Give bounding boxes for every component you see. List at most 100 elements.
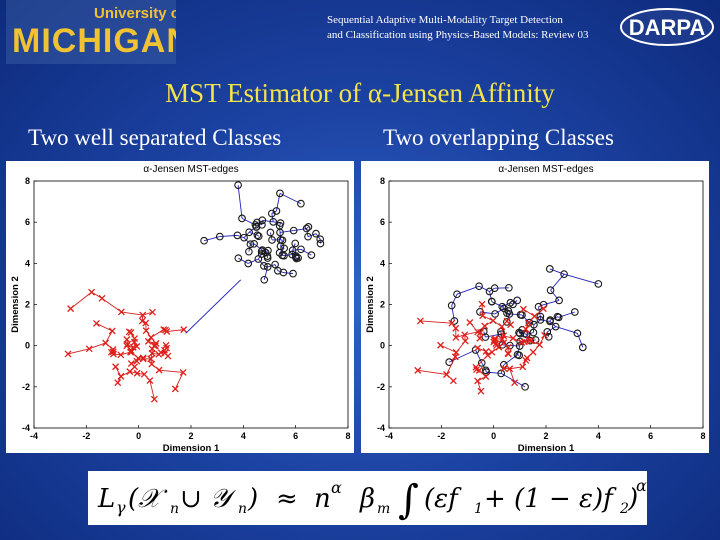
data-point-x-stroke bbox=[139, 355, 147, 363]
formula-sub-1: 1 bbox=[474, 501, 483, 517]
data-point-x bbox=[142, 319, 150, 327]
data-point-x bbox=[452, 333, 460, 341]
data-point-o bbox=[578, 343, 587, 352]
data-point-x bbox=[147, 355, 155, 363]
data-point-x-stroke bbox=[507, 321, 515, 329]
data-point-o bbox=[447, 301, 456, 310]
mst-edge bbox=[481, 304, 484, 316]
data-point-x bbox=[148, 308, 156, 316]
data-point-x bbox=[461, 337, 469, 345]
data-point-x bbox=[148, 360, 156, 368]
y-tick-label: 0 bbox=[380, 341, 385, 351]
data-point-x-stroke bbox=[139, 311, 147, 319]
university-logo: University of MICHIGAN bbox=[6, 0, 191, 64]
data-point-o bbox=[543, 327, 552, 336]
data-point-x-stroke bbox=[93, 319, 100, 327]
data-point-x-stroke bbox=[498, 323, 506, 331]
y-tick-label: -4 bbox=[377, 423, 385, 433]
mst-edge bbox=[67, 348, 90, 355]
mst-edge bbox=[243, 237, 251, 245]
mst-edge bbox=[549, 321, 557, 327]
mst-edge bbox=[491, 301, 503, 308]
data-point-o bbox=[316, 235, 325, 244]
data-point-x-stroke bbox=[117, 372, 125, 380]
data-point-o bbox=[551, 322, 560, 331]
data-point-x-stroke bbox=[117, 308, 125, 316]
data-point-x-stroke bbox=[482, 348, 490, 355]
x-tick-label: -4 bbox=[385, 431, 393, 441]
data-point-o bbox=[475, 282, 483, 291]
data-point-o bbox=[477, 359, 486, 367]
data-point-x bbox=[152, 339, 160, 347]
data-point-o bbox=[304, 223, 313, 231]
x-tick-label: 6 bbox=[648, 431, 653, 441]
data-point-x bbox=[525, 336, 533, 344]
data-point-x-stroke bbox=[414, 366, 422, 374]
x-tick-label: 8 bbox=[345, 431, 350, 441]
data-point-x bbox=[461, 331, 469, 339]
data-point-x bbox=[477, 387, 485, 395]
mst-edge bbox=[159, 369, 184, 373]
data-point-x-stroke bbox=[500, 332, 508, 340]
y-tick-label: 4 bbox=[25, 258, 30, 268]
data-point-o bbox=[261, 248, 270, 257]
plot-title: α-Jensen MST-edges bbox=[143, 164, 238, 175]
mst-edge bbox=[129, 371, 138, 374]
data-point-o bbox=[276, 228, 284, 237]
x-axis-label: Dimension 1 bbox=[163, 443, 220, 453]
data-point-x-stroke bbox=[482, 373, 490, 381]
plot-title: α-Jensen MST-edges bbox=[498, 164, 593, 175]
data-point-x bbox=[489, 317, 497, 325]
data-point-x-stroke bbox=[519, 363, 527, 371]
data-point-x-stroke bbox=[448, 319, 456, 327]
data-point-x-stroke bbox=[150, 395, 158, 403]
data-point-o bbox=[253, 218, 261, 227]
data-point-x bbox=[524, 319, 532, 327]
data-point-o bbox=[215, 232, 224, 241]
data-point-x-stroke bbox=[541, 331, 549, 339]
data-point-o bbox=[257, 250, 266, 258]
data-point-x-stroke bbox=[522, 356, 530, 364]
data-point-x-stroke bbox=[452, 333, 460, 341]
x-tick-label: 0 bbox=[491, 431, 496, 441]
formula-approx: ≈ bbox=[276, 484, 298, 514]
data-point-x bbox=[155, 366, 163, 374]
data-point-x bbox=[536, 341, 543, 349]
x-tick-label: 2 bbox=[543, 431, 548, 441]
data-point-o bbox=[240, 233, 248, 242]
data-point-x-stroke bbox=[466, 319, 474, 326]
data-point-x bbox=[144, 337, 152, 345]
data-point-o bbox=[302, 224, 311, 233]
mst-edge bbox=[501, 326, 505, 336]
data-point-x bbox=[117, 308, 125, 316]
plot-frame bbox=[388, 180, 704, 429]
mst-edge bbox=[293, 228, 307, 231]
data-point-x-stroke bbox=[524, 319, 532, 327]
data-point-x bbox=[140, 370, 148, 378]
data-point-x bbox=[477, 328, 485, 336]
data-point-o bbox=[271, 260, 279, 269]
data-point-x bbox=[507, 321, 515, 329]
data-point-x-stroke bbox=[472, 363, 480, 371]
data-point-x bbox=[527, 337, 535, 345]
data-point-x bbox=[449, 377, 457, 385]
data-point-x-stroke bbox=[109, 348, 117, 356]
data-point-o bbox=[529, 328, 538, 337]
data-point-x-stroke bbox=[511, 379, 519, 387]
mst-edge bbox=[549, 268, 565, 275]
mst-edge bbox=[148, 340, 157, 344]
data-point-x bbox=[500, 339, 508, 347]
data-point-x-stroke bbox=[131, 363, 139, 371]
data-point-x-stroke bbox=[160, 326, 168, 334]
mst-edge bbox=[271, 210, 277, 214]
data-point-o bbox=[263, 263, 272, 271]
data-point-o bbox=[513, 296, 522, 305]
data-point-x bbox=[171, 385, 179, 393]
data-point-x bbox=[161, 346, 168, 354]
mst-edge bbox=[417, 369, 447, 375]
data-point-o bbox=[200, 236, 208, 245]
data-point-o bbox=[233, 231, 242, 240]
mst-edge bbox=[557, 316, 559, 318]
data-point-x bbox=[125, 328, 133, 336]
y-tick-label: 4 bbox=[380, 258, 385, 268]
